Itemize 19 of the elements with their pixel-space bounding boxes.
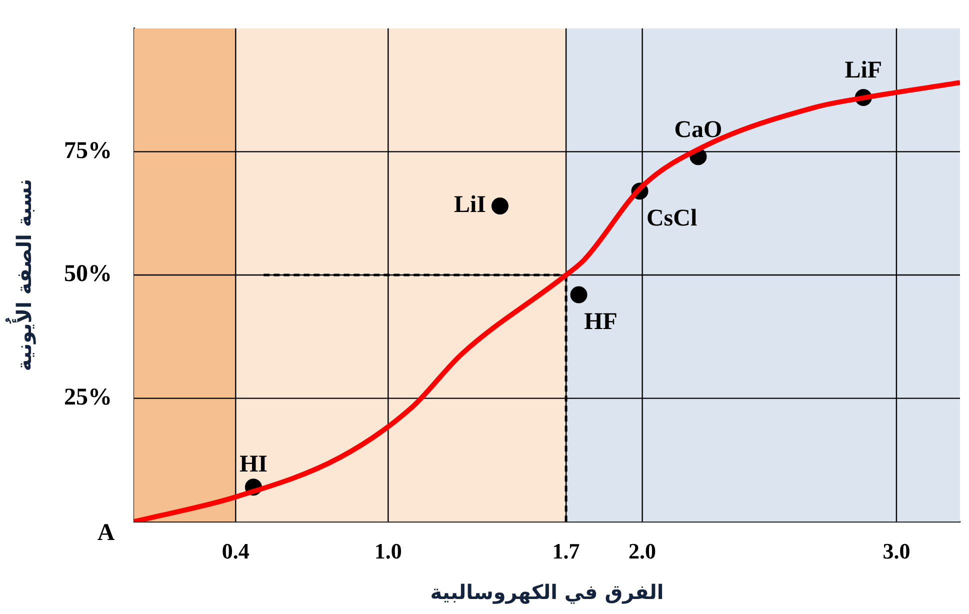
annotation: CsCl [646, 205, 698, 232]
y-axis-title: نسبة الصفة الأُيونية [5, 178, 36, 372]
annotation: HI [239, 451, 268, 478]
annotation: LiI [454, 192, 486, 218]
x-axis-title: الفرق في الكهروسالبية [430, 580, 664, 604]
annotation: LiF [844, 58, 882, 84]
annotation: A [97, 520, 116, 546]
x-tick-label: 0.4 [222, 538, 250, 564]
annotation: HF [584, 308, 618, 335]
x-tick-label: 1.0 [374, 538, 402, 564]
y-tick-label: 25% [64, 384, 112, 411]
point [570, 286, 588, 304]
point [491, 197, 508, 214]
annotation: CaO [674, 116, 722, 143]
y-tick-label: 75% [64, 138, 112, 164]
y-tick-label: 50% [64, 261, 112, 288]
x-tick-label: 2.0 [628, 538, 656, 564]
x-tick-label: 3.0 [882, 538, 910, 564]
x-tick-label: 1.7 [552, 538, 580, 564]
